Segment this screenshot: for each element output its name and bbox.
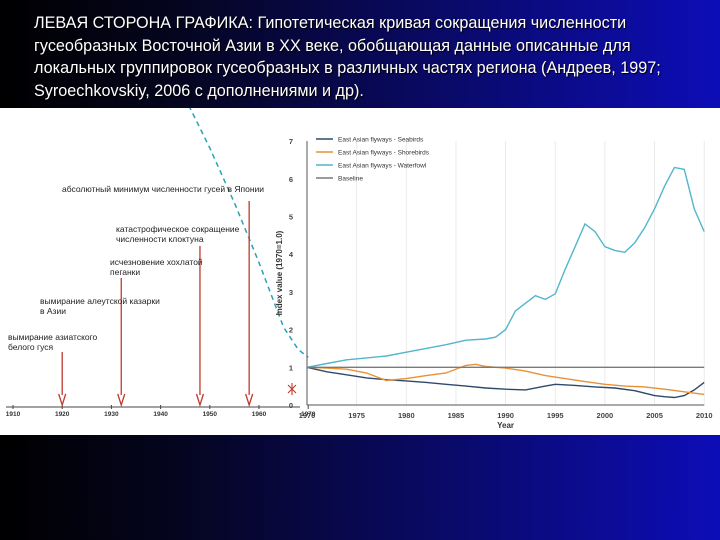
y-tick-label-5: 5: [289, 213, 293, 222]
x-tick-label-1970: 1970: [299, 411, 316, 420]
annotation-klokhtun-1: катастрофическое сокращение: [116, 224, 240, 234]
annotation-aleut-1: вымирание алеутской казарки: [40, 296, 160, 306]
event-arrow-head-1932: [117, 393, 126, 408]
event-arrows: [58, 201, 297, 408]
annotation-white-2: белого гуся: [8, 342, 54, 352]
annotation-pegankha-1: исчезновение хохлатой: [110, 257, 203, 267]
legend-label-shorebirds: East Asian flyways - Shorebirds: [338, 150, 430, 157]
y-tick-label-1: 1: [289, 363, 293, 372]
y-tick-label-3: 3: [289, 288, 293, 297]
event-arrow-head-1920: [58, 393, 67, 408]
x-tick-label-2005: 2005: [646, 411, 663, 420]
hypothetical-curve-line: [189, 108, 309, 358]
legend-label-baseline: Baseline: [338, 176, 363, 183]
x-tick-label-1990: 1990: [497, 411, 514, 420]
annotation-min-japan: абсолютный минимум численности гусей в Я…: [62, 184, 264, 194]
star-marker: [287, 383, 297, 395]
left-timeline-ticks: 1910 1920 1930 1940 1950 1960 1970: [6, 405, 316, 418]
legend-label-seabirds: East Asian flyways - Seabirds: [338, 137, 424, 144]
x-tick-label-1975: 1975: [348, 411, 365, 420]
annotation-pegankha-2: пеганки: [110, 267, 140, 277]
event-arrow-head-1948: [195, 393, 205, 408]
event-arrow-head-1958: [245, 393, 254, 408]
y-tick-label-0: 0: [289, 401, 293, 410]
y-tick-label-4: 4: [289, 250, 294, 259]
chart-panel: 1910 1920 1930 1940 1950 1960 1970 абсолютный …: [0, 108, 720, 435]
right-chart-series: [306, 166, 705, 399]
right-chart-axis-labels: Year Index value (1970=1.0): [275, 230, 514, 430]
legend-label-waterfowl: East Asian flyways - Waterfowl: [338, 163, 427, 170]
x-tick-label-2010: 2010: [696, 411, 713, 420]
x-axis-label: Year: [497, 421, 514, 430]
series-line-waterfowl: [306, 166, 705, 368]
y-axis-label: Index value (1970=1.0): [275, 230, 284, 315]
y-tick-label-2: 2: [289, 326, 293, 335]
left-tick-label-1960: 1960: [252, 411, 267, 418]
right-chart-legend: East Asian flyways - Seabirds East Asian …: [316, 137, 430, 183]
left-tick-label-1910: 1910: [6, 411, 21, 418]
chart-svg: 1910 1920 1930 1940 1950 1960 1970 абсолютный …: [6, 108, 713, 430]
left-tick-label-1920: 1920: [55, 411, 70, 418]
left-tick-label-1970: 1970: [301, 411, 316, 418]
annotation-klokhtun-2: численности клоктуна: [116, 234, 204, 244]
y-tick-label-7: 7: [289, 137, 293, 146]
x-tick-label-2000: 2000: [597, 411, 614, 420]
hypothetical-decline-curve: [189, 108, 309, 358]
x-tick-label-1995: 1995: [547, 411, 564, 420]
right-chart-grid: [306, 141, 705, 405]
x-tick-label-1985: 1985: [448, 411, 465, 420]
event-annotations: абсолютный минимум численности гусей в Я…: [8, 184, 264, 352]
slide-header: ЛЕВАЯ СТОРОНА ГРАФИКА: Гипотетическая кр…: [34, 14, 661, 100]
left-tick-label-1940: 1940: [153, 411, 168, 418]
right-chart-axes: 0 1 2 3 4 5 6 7 1970 1975 1980 1985 1990 1995 2000 2005…: [289, 137, 713, 420]
annotation-white-1: вымирание азиатского: [8, 332, 98, 342]
x-tick-label-1980: 1980: [398, 411, 415, 420]
y-tick-label-6: 6: [289, 175, 293, 184]
annotation-aleut-2: в Азии: [40, 306, 66, 316]
left-tick-label-1950: 1950: [203, 411, 218, 418]
left-tick-label-1930: 1930: [104, 411, 119, 418]
